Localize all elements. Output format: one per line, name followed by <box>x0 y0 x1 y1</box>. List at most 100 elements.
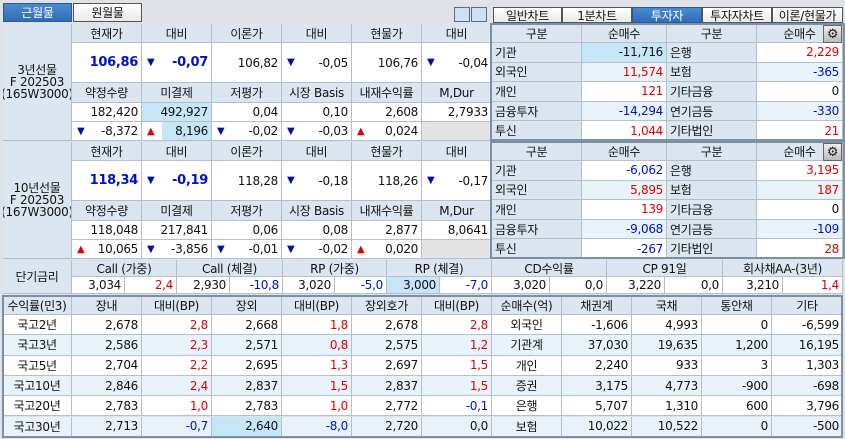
yield-cell-text: 0,0 <box>469 419 488 434</box>
yield-cell-text: -0,1 <box>465 398 489 413</box>
short-rate-header-text: Call (체결) <box>202 261 257 276</box>
net-buy-cell: 1,200 <box>702 335 772 356</box>
yield-cell: 2,678 <box>352 315 422 336</box>
short-rate-value: 3,210 <box>723 277 783 294</box>
futures-price-cell: 118,28 <box>212 161 282 201</box>
net-buy-investor: 증권 <box>492 375 562 397</box>
futures-stat-cell-text: 182,420 <box>90 105 138 119</box>
short-rate-change-text: -5,0 <box>360 278 384 292</box>
yield-header: 장외호가 <box>352 296 422 315</box>
investor-net-value-text: 121 <box>640 84 663 99</box>
tab-view-0[interactable]: 일반차트 <box>493 7 562 23</box>
net-buy-cell: 3 <box>702 355 772 376</box>
net-buy-cell-text: 1,310 <box>665 398 698 413</box>
layout-horizontal-icon[interactable] <box>454 7 470 22</box>
short-rate-value: 2,930 <box>177 277 230 294</box>
futures-header-text: 대비 <box>445 144 468 159</box>
futures-name-line: F 202503 <box>9 75 65 89</box>
yield-cell-text: 0,8 <box>329 337 348 352</box>
net-buy-investor: 보험 <box>492 416 562 437</box>
net-buy-cell: -6,599 <box>772 315 843 336</box>
yield-cell: 2,8 <box>142 315 212 336</box>
short-rate-value-text: 3,220 <box>628 278 661 292</box>
futures-change-cell: ▲ 0,020 <box>352 240 422 259</box>
futures-stat-cell: 2,608 <box>352 103 422 122</box>
yield-bond-name: 국고3년 <box>3 335 72 356</box>
yield-header-text: 장외호가 <box>365 298 408 313</box>
futures-header: 저평가 <box>212 83 282 103</box>
investor-type-label: 기타금융 <box>667 82 757 102</box>
futures-header-text: 시장 Basis <box>289 204 344 218</box>
down-triangle-icon: ▼ <box>287 243 295 255</box>
yield-bond-name-text: 국고2년 <box>17 318 57 333</box>
investor-net-value-text: 3,195 <box>806 163 839 178</box>
investor-net-value: 11,574 <box>582 62 667 83</box>
futures-header-text: 대비 <box>305 26 328 41</box>
net-buy-cell: 4,993 <box>632 315 702 336</box>
investor-type-label-text: 기타법인 <box>670 242 713 257</box>
yield-cell-text: 2,720 <box>385 419 418 434</box>
futures-header: 현물가 <box>352 24 422 43</box>
layout-vertical-icon[interactable] <box>471 7 487 22</box>
investor-net-value: 28 <box>757 239 843 259</box>
net-buy-investor-text: 보험 <box>515 419 538 434</box>
net-buy-cell-text: 2,240 <box>595 358 628 373</box>
futures-stat-cell-text: 2,877 <box>385 223 418 237</box>
yield-cell-text: 1,2 <box>469 337 488 352</box>
futures-header-text: 약정수량 <box>85 86 128 100</box>
futures-header-text: 내재수익률 <box>359 204 414 218</box>
net-buy-investor: 기관계 <box>492 335 562 356</box>
short-rate-header-text: 회사채AA-(3년) <box>743 261 822 276</box>
yield-cell: 2,846 <box>72 375 142 397</box>
tab-view-1[interactable]: 1분차트 <box>562 7 632 23</box>
investor-type-label: 연기금등 <box>667 219 757 240</box>
yield-header-text: 대비(BP) <box>153 298 200 313</box>
investor-type-label: 보험 <box>667 62 757 83</box>
futures-stat-cell-text: 0,10 <box>322 105 348 119</box>
futures-header: 이론가 <box>212 24 282 43</box>
investor-net-value: -267 <box>582 239 667 259</box>
net-buy-investor-text: 은행 <box>515 399 538 414</box>
tab-far-month[interactable]: 원월물 <box>73 3 142 22</box>
net-buy-cell-text: 3 <box>760 358 769 373</box>
net-buy-cell-text: 10,022 <box>587 419 629 434</box>
investor-type-label: 보험 <box>667 180 757 201</box>
futures-header: 약정수량 <box>72 201 142 221</box>
investor-type-label-text: 개인 <box>495 84 517 99</box>
futures-stat-cell: 118,048 <box>72 221 142 240</box>
net-buy-header-text: 순매수(억) <box>500 298 553 313</box>
short-rate-value: 3,020 <box>492 277 550 294</box>
futures-change-cell-text: 8,196 <box>175 124 208 138</box>
futures-stat-cell-text: 0,04 <box>252 105 278 119</box>
yield-header: 장내 <box>72 296 142 315</box>
yield-cell-text: 1,0 <box>189 398 208 413</box>
yield-cell-text: 2,4 <box>189 378 208 393</box>
investor-type-label-text: 개인 <box>495 202 517 217</box>
short-rate-header: Call (체결) <box>177 260 283 277</box>
investor-net-value: 0 <box>757 82 843 102</box>
tab-view-4[interactable]: 이론/현물가 <box>772 7 843 23</box>
investor-header-text: 순매수 <box>607 144 641 159</box>
tab-view-2[interactable]: 투자자 <box>632 7 702 23</box>
yield-cell: 2,704 <box>72 355 142 376</box>
yield-cell: 2,571 <box>212 335 282 356</box>
yield-cell: 2,668 <box>212 315 282 336</box>
settings-gear-icon[interactable]: ⚙ <box>823 25 842 43</box>
investor-net-value-text: 139 <box>640 202 663 217</box>
yield-header-text: 수익률(민3) <box>7 298 67 313</box>
futures-header-text: 대비 <box>445 26 468 41</box>
investor-header: 순매수 <box>757 24 843 43</box>
tab-near-month[interactable]: 근월물 <box>3 3 72 22</box>
settings-gear-icon[interactable]: ⚙ <box>823 143 842 161</box>
investor-header-text: 구분 <box>525 26 548 41</box>
futures-header: 내재수익률 <box>352 201 422 221</box>
futures-header-text: 현재가 <box>90 26 123 41</box>
futures-stat-cell-text: 2,7933 <box>447 105 489 119</box>
yield-header-text: 대비(BP) <box>293 298 340 313</box>
net-buy-cell-text: 1,303 <box>806 358 839 373</box>
futures-change-cell-text: -8,372 <box>101 124 138 138</box>
tab-view-3[interactable]: 투자자차트 <box>702 7 772 23</box>
investor-net-value: -365 <box>757 62 843 83</box>
futures-name-line: (167W3000) <box>3 205 72 219</box>
yield-cell-text: 2,2 <box>189 358 208 373</box>
